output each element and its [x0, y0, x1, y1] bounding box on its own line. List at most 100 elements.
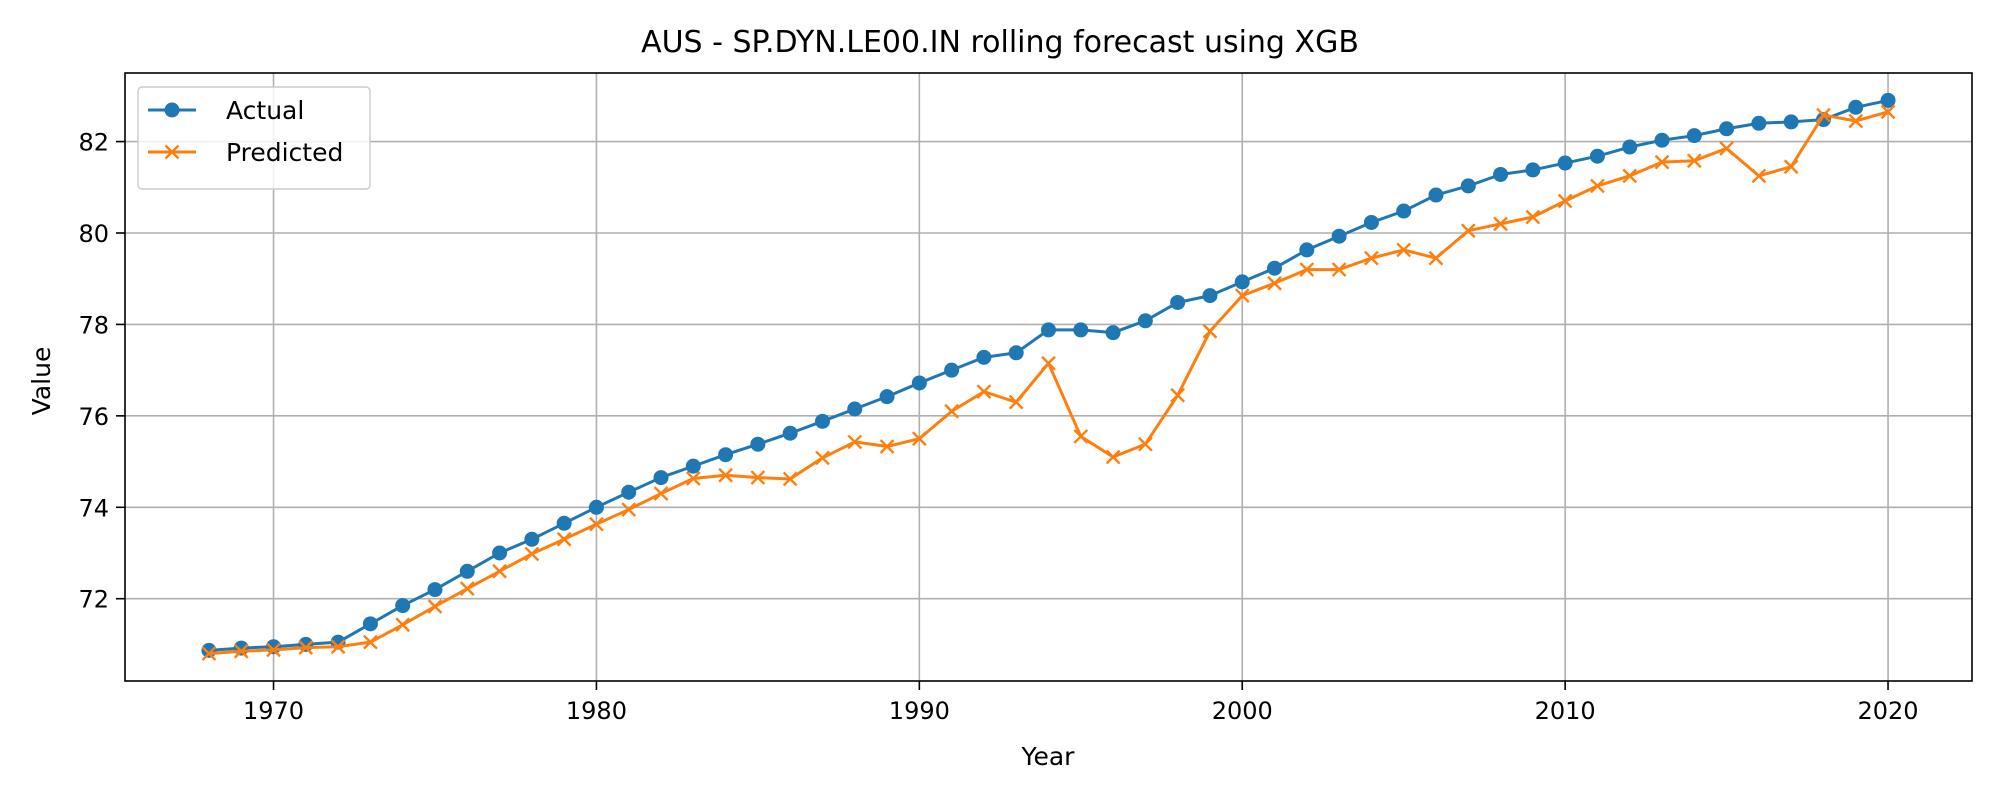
- data-point-actual: [298, 636, 314, 652]
- y-tick-label: 78: [78, 311, 109, 339]
- data-point-actual: [1525, 162, 1541, 178]
- data-point-predicted: [1590, 178, 1605, 194]
- data-point-predicted: [1783, 159, 1799, 175]
- data-point-predicted: [395, 617, 411, 633]
- legend-item-predicted: Predicted: [148, 138, 343, 167]
- y-tick-label: 82: [78, 129, 109, 157]
- data-point-actual: [492, 545, 508, 561]
- series-actual: [201, 92, 1896, 658]
- data-point-predicted: [944, 403, 959, 419]
- data-point-predicted: [556, 531, 572, 547]
- data-point-predicted: [492, 563, 507, 579]
- data-point-predicted: [589, 516, 604, 532]
- data-point-predicted: [1234, 288, 1250, 303]
- data-point-predicted: [1364, 250, 1379, 266]
- chart-title: AUS - SP.DYN.LE00.IN rolling forecast us…: [641, 25, 1359, 60]
- data-point-actual: [362, 616, 378, 632]
- data-point-predicted: [1525, 209, 1541, 225]
- data-point-actual: [1299, 242, 1315, 258]
- data-point-predicted: [1138, 436, 1153, 452]
- data-point-actual: [718, 447, 734, 463]
- data-point-predicted: [976, 384, 992, 399]
- y-tick-label: 80: [78, 220, 109, 248]
- data-point-predicted: [621, 502, 637, 517]
- data-point-actual: [653, 470, 669, 486]
- data-point-actual: [1041, 322, 1056, 338]
- data-point-actual: [1719, 121, 1735, 137]
- data-point-actual: [395, 598, 411, 614]
- x-tick-label: 2010: [1535, 697, 1596, 725]
- data-point-actual: [1267, 260, 1283, 276]
- data-point-actual: [1460, 178, 1476, 194]
- data-point-predicted: [1428, 250, 1444, 266]
- legend-label: Actual: [226, 96, 304, 125]
- x-axis-label: Year: [1021, 742, 1076, 771]
- data-point-actual: [459, 563, 475, 579]
- data-point-predicted: [911, 431, 927, 447]
- data-point-predicted: [1396, 242, 1412, 258]
- data-point-actual: [1428, 187, 1444, 203]
- data-point-predicted: [1460, 223, 1476, 239]
- data-point-actual: [1751, 115, 1767, 131]
- data-point-actual: [847, 401, 863, 417]
- data-point-predicted: [1267, 275, 1282, 291]
- data-point-predicted: [201, 646, 217, 661]
- data-point-actual: [1008, 345, 1024, 361]
- data-point-predicted: [1816, 107, 1831, 123]
- grid: [125, 73, 1972, 681]
- data-point-actual: [782, 425, 798, 441]
- x-tick-label: 1990: [889, 697, 950, 725]
- data-point-actual: [1396, 203, 1412, 219]
- data-point-predicted: [1880, 104, 1896, 120]
- legend-item-actual: Actual: [148, 96, 304, 125]
- data-point-predicted: [363, 634, 378, 650]
- data-point-predicted: [1008, 394, 1024, 410]
- data-point-actual: [976, 349, 992, 365]
- data-point-actual: [1783, 114, 1799, 130]
- data-point-predicted: [815, 450, 830, 466]
- data-point-actual: [588, 499, 604, 515]
- data-point-actual: [814, 413, 830, 429]
- data-point-actual: [201, 642, 217, 658]
- y-tick-label: 76: [78, 403, 109, 431]
- data-point-predicted: [1041, 355, 1056, 371]
- data-point-predicted: [1331, 262, 1347, 277]
- data-point-actual: [1234, 274, 1250, 290]
- data-point-actual: [1493, 166, 1509, 182]
- data-point-actual: [233, 640, 249, 656]
- x-tick-label: 1980: [566, 697, 627, 725]
- data-point-actual: [1170, 294, 1186, 310]
- data-point-predicted: [233, 643, 249, 659]
- data-point-actual: [427, 582, 443, 598]
- series-layer: [201, 92, 1896, 661]
- data-point-predicted: [524, 546, 540, 562]
- data-point-predicted: [1105, 449, 1121, 465]
- plot-frame: [124, 72, 1973, 682]
- data-point-predicted: [1654, 154, 1670, 170]
- data-point-actual: [944, 362, 960, 378]
- data-point-actual: [1073, 322, 1089, 338]
- data-point-actual: [524, 531, 540, 547]
- data-point-predicted: [1202, 323, 1218, 339]
- data-point-actual: [1686, 128, 1702, 144]
- data-point-actual: [1331, 228, 1347, 244]
- data-point-predicted: [1719, 141, 1734, 156]
- data-point-actual: [1654, 132, 1670, 148]
- legend-marker: [164, 144, 180, 160]
- y-tick-label: 74: [78, 494, 109, 522]
- data-point-actual: [1622, 139, 1638, 155]
- data-point-predicted: [782, 471, 798, 487]
- data-point-actual: [1557, 155, 1573, 171]
- data-point-actual: [685, 458, 701, 474]
- x-tick-label: 2000: [1212, 697, 1273, 725]
- data-point-actual: [621, 484, 637, 500]
- data-point-predicted: [266, 642, 281, 658]
- data-point-predicted: [1170, 387, 1186, 403]
- data-point-actual: [911, 375, 927, 391]
- series-predicted: [201, 104, 1896, 661]
- legend: Actual Predicted: [137, 86, 371, 190]
- data-point-predicted: [879, 439, 895, 454]
- data-point-actual: [1589, 148, 1605, 164]
